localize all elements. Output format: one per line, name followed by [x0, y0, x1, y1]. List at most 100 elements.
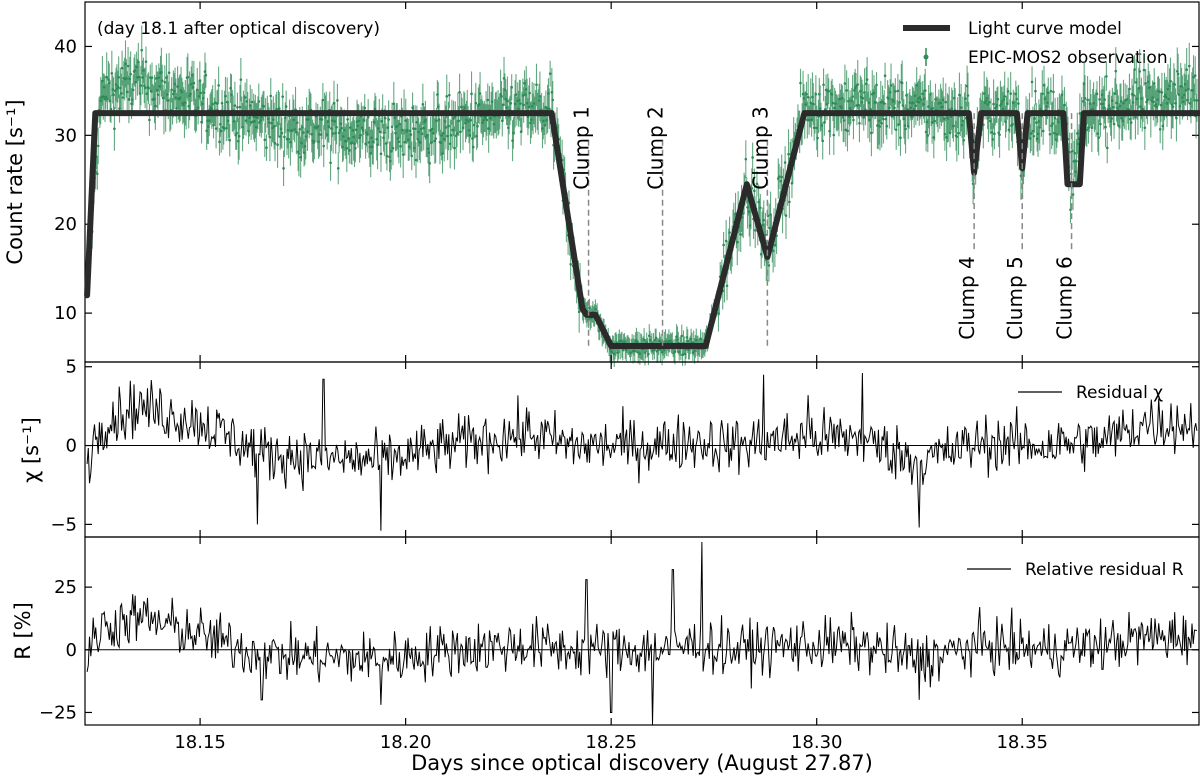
observation-point — [236, 105, 239, 109]
observation-point — [1038, 126, 1042, 129]
observation-point — [904, 127, 907, 131]
observation-point — [166, 99, 170, 102]
observation-point — [518, 102, 522, 105]
observation-point — [735, 240, 739, 244]
observation-point — [485, 118, 489, 122]
observation-point — [202, 91, 206, 94]
clump-label: Clump 5 — [1003, 256, 1027, 339]
observation-point — [459, 130, 462, 134]
observation-point — [753, 228, 757, 232]
residual-chi-legend: Residual χ — [1018, 383, 1163, 403]
observation-point — [799, 81, 802, 85]
observation-point — [109, 107, 113, 111]
observation-point — [1127, 108, 1130, 111]
observation-point — [865, 78, 869, 81]
observation-point — [1073, 151, 1077, 155]
observation-point — [577, 310, 581, 313]
observation-point — [265, 146, 268, 149]
observation-point — [340, 126, 343, 130]
observation-point — [238, 105, 242, 109]
observation-point — [119, 92, 123, 95]
observation-point — [1068, 150, 1071, 154]
observation-point — [112, 93, 115, 97]
observation-point — [870, 131, 873, 135]
observation-point — [470, 92, 473, 96]
observation-point — [933, 119, 936, 123]
observation-point — [224, 94, 227, 98]
observation-point — [894, 90, 897, 93]
observation-point — [385, 154, 389, 158]
observation-point — [1114, 69, 1118, 73]
observation-point — [1083, 97, 1087, 100]
observation-point — [268, 135, 272, 139]
observation-point — [298, 127, 302, 131]
observation-point — [724, 239, 728, 243]
observation-point — [1128, 87, 1131, 91]
observation-point — [943, 132, 947, 136]
observation-point — [211, 102, 214, 106]
observation-point — [680, 334, 684, 338]
observation-point — [991, 138, 995, 141]
observation-point — [154, 104, 157, 108]
observation-point — [821, 139, 825, 143]
observation-point — [280, 131, 284, 135]
observation-point — [827, 89, 830, 93]
observation-point — [275, 107, 279, 111]
observation-point — [160, 79, 164, 83]
observation-point — [1111, 105, 1115, 109]
observation-point — [263, 138, 267, 142]
observation-point — [262, 105, 266, 108]
observation-point — [320, 118, 324, 121]
observation-point — [1138, 70, 1141, 73]
y-tick-label: 30 — [54, 125, 77, 146]
observation-point — [896, 89, 900, 93]
x-tick-labels: 18.15 18.20 18.25 18.30 18.35 — [174, 732, 1048, 753]
observation-point — [755, 182, 759, 186]
light-curve-observation — [85, 25, 1199, 368]
observation-point — [126, 64, 130, 68]
observation-point — [1129, 121, 1133, 124]
observation-point — [762, 218, 766, 222]
observation-point — [1032, 134, 1036, 138]
observation-point — [846, 129, 849, 133]
observation-point — [444, 126, 448, 129]
legend-model-label: Light curve model — [968, 19, 1122, 39]
observation-point — [445, 95, 449, 98]
light-curve-annotation: (day 18.1 after optical discovery) — [97, 19, 380, 39]
observation-point — [170, 88, 173, 92]
observation-point — [822, 83, 825, 87]
relative-residual-ylabel: R [%] — [11, 602, 35, 660]
observation-point — [297, 152, 301, 155]
observation-point — [1144, 82, 1147, 85]
observation-point — [861, 96, 865, 100]
observation-point — [510, 86, 514, 89]
observation-point — [336, 167, 340, 170]
observation-point — [1035, 121, 1038, 124]
observation-point — [273, 142, 277, 145]
observation-point — [993, 132, 996, 136]
observation-point — [1086, 98, 1089, 102]
observation-point — [392, 102, 396, 106]
observation-point — [1192, 75, 1195, 79]
observation-point — [243, 96, 247, 99]
observation-point — [806, 95, 810, 99]
observation-point — [105, 75, 109, 79]
observation-point — [842, 119, 846, 122]
observation-point — [1052, 90, 1055, 94]
observation-point — [725, 284, 729, 288]
observation-point — [421, 103, 425, 106]
observation-point — [900, 81, 904, 85]
light-curve-ylabel: Count rate [s⁻¹] — [3, 99, 27, 264]
observation-point — [1185, 68, 1188, 71]
observation-point — [163, 80, 167, 84]
observation-point — [228, 138, 232, 142]
observation-point — [962, 138, 965, 142]
observation-point — [771, 249, 775, 253]
observation-point — [379, 152, 383, 156]
observation-point — [739, 233, 742, 236]
observation-point — [1152, 100, 1155, 104]
observation-point — [1049, 89, 1053, 93]
observation-point — [409, 133, 413, 136]
y-tick-label: 25 — [54, 577, 77, 598]
observation-point — [225, 126, 228, 130]
